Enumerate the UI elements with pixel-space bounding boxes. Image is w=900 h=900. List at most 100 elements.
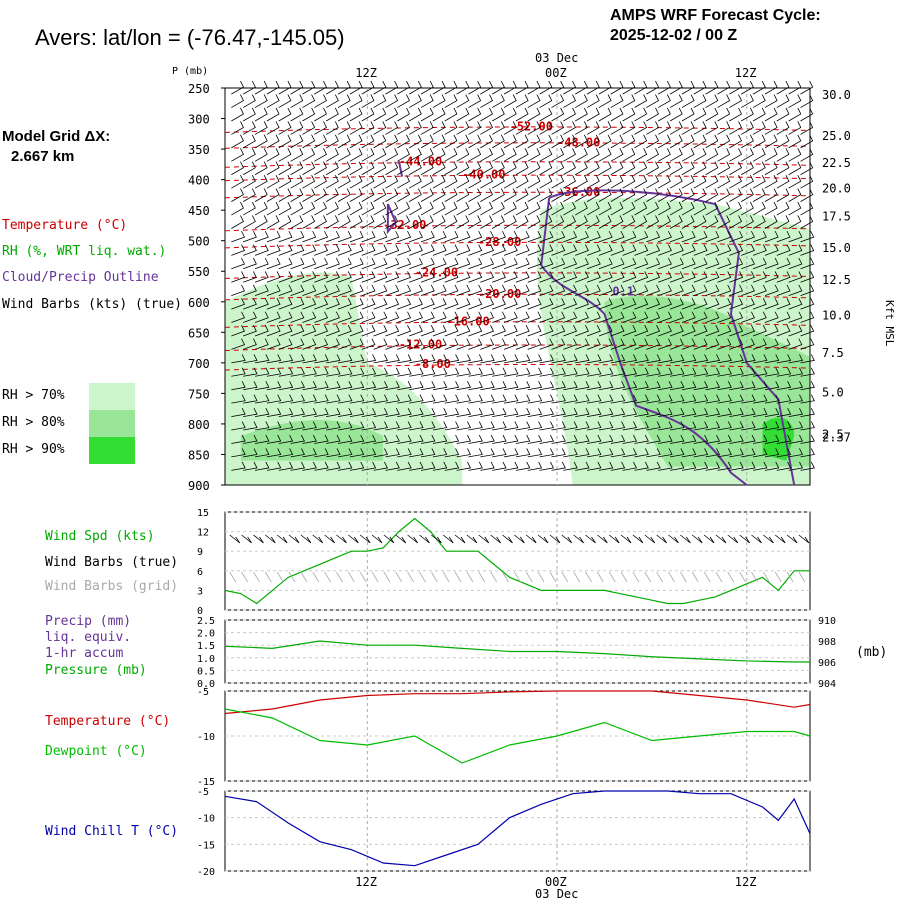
wind-barb bbox=[764, 338, 779, 350]
wind-barb bbox=[314, 94, 327, 108]
wind-barb bbox=[314, 461, 329, 471]
wind-barb bbox=[278, 161, 292, 176]
wind-barb bbox=[717, 325, 732, 337]
wind-barb bbox=[610, 257, 625, 270]
wind-barb bbox=[326, 448, 341, 458]
wind-barb bbox=[242, 107, 256, 122]
wind-barb bbox=[527, 354, 543, 364]
wind-barb bbox=[681, 244, 696, 256]
rh-level-70-label: RH > 70% bbox=[2, 388, 65, 403]
wind-barb bbox=[729, 394, 744, 404]
wind-barb bbox=[349, 80, 363, 95]
wind-barb bbox=[349, 201, 363, 216]
time-tick-label-top: 12Z bbox=[735, 66, 757, 80]
wind-speed-tick-label: 9 bbox=[197, 547, 203, 558]
wind-barb-true bbox=[371, 534, 383, 544]
wind-barb-grid bbox=[549, 571, 557, 583]
wind-barb-grid bbox=[739, 571, 746, 583]
wind-barb bbox=[278, 338, 293, 350]
wind-barb bbox=[788, 271, 803, 283]
wind-barb bbox=[586, 257, 601, 270]
wind-barb bbox=[314, 394, 329, 404]
wind-barb-true bbox=[561, 534, 573, 544]
wind-barb bbox=[622, 148, 636, 162]
wind-barb bbox=[563, 434, 578, 444]
wind-barb bbox=[290, 434, 305, 444]
wind-barb bbox=[527, 148, 541, 162]
wind-barb bbox=[788, 338, 803, 350]
wind-barb bbox=[646, 134, 660, 149]
wind-barb-true bbox=[276, 534, 288, 544]
wind-barb bbox=[764, 367, 780, 377]
wind-barb bbox=[420, 421, 436, 431]
wind-barb bbox=[563, 188, 577, 202]
wind-barb bbox=[314, 244, 329, 256]
wind-barb bbox=[349, 107, 363, 122]
wind-barb bbox=[610, 230, 625, 243]
wind-barb bbox=[444, 174, 458, 189]
wind-barb bbox=[361, 134, 375, 149]
rh-swatch-90 bbox=[89, 437, 135, 464]
wind-barb bbox=[729, 284, 744, 297]
wind-barb bbox=[598, 121, 612, 135]
wind-barb bbox=[409, 244, 423, 256]
wind-speed-tick-label: 0 bbox=[197, 606, 203, 617]
wind-barb bbox=[634, 325, 649, 337]
wind-barb bbox=[800, 421, 815, 431]
wind-barb bbox=[669, 271, 684, 283]
wind-barb bbox=[373, 148, 387, 162]
height-tick-label: 2.5 bbox=[822, 428, 844, 442]
wind-barb bbox=[337, 338, 352, 350]
wind-barb bbox=[243, 381, 258, 391]
wind-speed-tick-label: 12 bbox=[197, 528, 209, 539]
wind-barb bbox=[242, 148, 256, 162]
wind-barb bbox=[492, 421, 507, 431]
pressure-right-tick-label: 910 bbox=[818, 616, 836, 627]
wind-barb bbox=[646, 394, 661, 404]
wind-barb bbox=[503, 394, 519, 404]
wind-barb bbox=[776, 161, 790, 176]
wind-barb bbox=[231, 284, 246, 297]
wind-barb bbox=[349, 338, 364, 350]
wind-barb bbox=[634, 107, 648, 122]
wind-barb bbox=[480, 448, 495, 458]
wind-barb bbox=[254, 311, 269, 323]
wind-barb bbox=[444, 394, 460, 404]
wind-barb bbox=[349, 271, 364, 283]
wind-barb bbox=[800, 394, 815, 404]
wind-barb bbox=[741, 448, 756, 458]
wind-barb bbox=[468, 107, 482, 122]
wind-barb bbox=[468, 325, 483, 337]
wind-barb bbox=[729, 121, 743, 135]
wind-barb bbox=[693, 421, 709, 431]
wind-barb bbox=[622, 284, 637, 297]
wind-barb bbox=[361, 354, 377, 364]
wind-barb bbox=[278, 271, 293, 283]
wind-barb bbox=[634, 257, 649, 270]
wind-barb-true bbox=[288, 534, 300, 544]
wind-barb bbox=[705, 174, 719, 189]
wind-barb bbox=[444, 298, 459, 310]
wind-barb bbox=[669, 257, 684, 270]
wind-barb bbox=[254, 148, 268, 162]
wind-barb bbox=[622, 230, 637, 243]
wind-barb bbox=[681, 421, 697, 431]
wind-barb bbox=[551, 298, 566, 310]
wind-barb bbox=[444, 188, 458, 202]
wind-barb bbox=[231, 448, 246, 458]
wind-barb bbox=[337, 188, 351, 202]
label-dewpoint: Dewpoint (°C) bbox=[45, 744, 147, 759]
wind-barb bbox=[456, 311, 471, 323]
wind-barb bbox=[752, 188, 766, 202]
wind-barb bbox=[681, 381, 697, 391]
wind-barb bbox=[586, 94, 600, 108]
wind-barb bbox=[349, 257, 364, 270]
wind-barb bbox=[563, 134, 577, 149]
wind-barb bbox=[456, 174, 470, 189]
wind-barb bbox=[669, 338, 684, 350]
wind-barb bbox=[409, 338, 423, 350]
wind-barb bbox=[764, 325, 779, 337]
wind-barb bbox=[349, 161, 363, 176]
wind-barb bbox=[764, 311, 779, 323]
